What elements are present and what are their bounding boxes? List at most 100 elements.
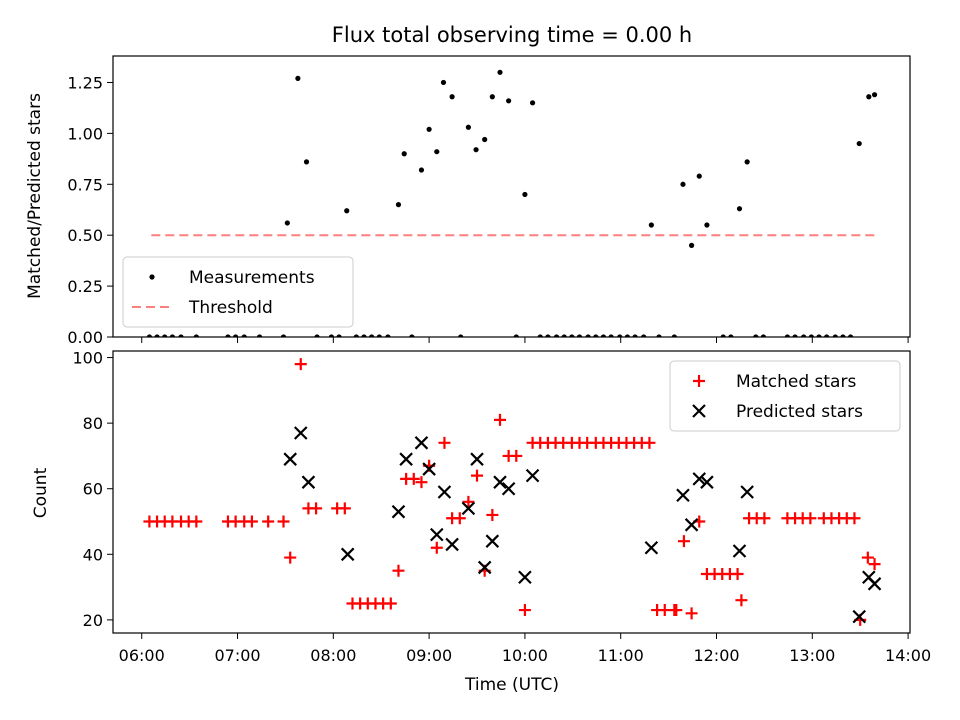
measurements-point (648, 222, 654, 228)
matched-stars-point (677, 535, 690, 548)
matched-stars-point (804, 512, 817, 525)
matched-stars-point (731, 567, 744, 580)
x-tick-label: 10:00 (502, 646, 548, 665)
measurements-point (353, 334, 359, 337)
legend: Measurements Threshold (122, 256, 354, 328)
matched-stars-point (685, 607, 698, 620)
measurements-point (146, 334, 153, 337)
predicted-stars-point (477, 560, 492, 575)
matched-stars-point (453, 512, 466, 525)
measurements-point (401, 151, 407, 157)
measurements-point (624, 334, 631, 337)
measurements-point (449, 94, 455, 100)
matched-stars-point (284, 551, 297, 564)
measurements-point (736, 206, 743, 212)
legend-label: Threshold (188, 298, 273, 318)
plot-area (146, 69, 878, 337)
measurements-point (832, 334, 838, 337)
measurements-point (280, 334, 287, 337)
measurements-point (328, 334, 335, 337)
measurements-point (856, 140, 862, 147)
measurements-point (585, 334, 591, 337)
chart-title: Flux total observing time = 0.00 h (332, 23, 692, 47)
matched-stars-point (415, 476, 428, 489)
measurements-point (458, 334, 464, 337)
predicted-stars-point (445, 537, 459, 552)
predicted-stars-point (430, 527, 444, 542)
measurements-point (784, 334, 790, 337)
predicted-stars-point (340, 547, 355, 562)
measurements-point (193, 334, 199, 337)
measurements-point (241, 334, 247, 337)
measurements-point (840, 334, 846, 337)
measurements-point (385, 334, 391, 337)
matched-stars-point (735, 594, 748, 607)
measurements-point (295, 75, 301, 81)
measurements-point (169, 334, 175, 337)
matched-stars-point (643, 436, 656, 449)
measurements-point (225, 334, 231, 337)
legend: Matched stars Predicted stars (669, 360, 901, 432)
top-y-axis-label: Matched/Predicted stars (25, 93, 45, 299)
y-tick-label: 0.00 (67, 328, 103, 347)
y-tick-label: 1.00 (67, 124, 103, 143)
matched-stars-point (277, 515, 290, 528)
measurements-point (434, 149, 440, 155)
predicted-stars-point (391, 504, 406, 519)
measurements-point (728, 334, 734, 337)
predicted-stars-point (293, 426, 308, 440)
measurements-point (395, 202, 402, 208)
y-tick-label: 20 (83, 611, 103, 630)
predicted-stars-point (692, 472, 707, 486)
legend-label: Predicted stars (736, 402, 863, 422)
measurements-point (344, 208, 350, 214)
legend-marker (693, 375, 705, 387)
predicted-stars-point (700, 475, 714, 489)
measurements-point (808, 334, 814, 337)
measurements-point (760, 334, 767, 337)
measurements-point (671, 334, 677, 337)
measurements-point (720, 334, 726, 337)
matched-stars-point (430, 541, 443, 554)
measurements-point (473, 147, 479, 153)
measurements-point (600, 334, 607, 337)
measurements-point (824, 334, 830, 337)
measurements-point (641, 334, 647, 337)
predicted-stars-point (485, 534, 500, 548)
predicted-stars-point (867, 577, 882, 591)
y-tick-label: 100 (72, 349, 103, 368)
predicted-stars-point (283, 452, 297, 466)
x-tick-label: 06:00 (119, 646, 165, 665)
x-tick-label: 09:00 (406, 646, 452, 665)
legend-box (669, 360, 901, 432)
legend-label: Matched stars (736, 372, 856, 392)
matched-stars-point (392, 564, 405, 577)
predicted-stars-point (437, 485, 452, 499)
x-tick-label: 12:00 (693, 646, 739, 665)
predicted-stars-point (644, 540, 659, 555)
matched-stars-point (868, 558, 881, 571)
predicted-stars-point (684, 518, 699, 532)
predicted-stars-point (518, 570, 532, 585)
measurements-point (680, 181, 686, 187)
measurements-point (696, 173, 702, 179)
y-tick-label: 40 (83, 545, 103, 564)
predicted-stars-point (740, 485, 754, 499)
matched-stars-point (758, 512, 771, 525)
predicted-stars-point (852, 609, 867, 624)
matched-stars-point (848, 512, 861, 525)
x-tick-label: 13:00 (789, 646, 835, 665)
measurements-point (608, 334, 614, 337)
legend-label: Measurements (189, 268, 315, 288)
y-tick-label: 0.25 (67, 277, 103, 296)
y-tick-label: 1.25 (67, 73, 103, 92)
measurements-point (336, 334, 342, 337)
x-tick-label: 14:00 (885, 646, 931, 665)
measurements-point (361, 334, 367, 337)
predicted-stars-point (461, 501, 476, 516)
measurements-point (553, 334, 560, 337)
matched-stars-point (384, 597, 397, 610)
predicted-stars-point (470, 452, 484, 466)
predicted-stars-point (301, 475, 316, 489)
matched-stars-point (510, 449, 523, 462)
